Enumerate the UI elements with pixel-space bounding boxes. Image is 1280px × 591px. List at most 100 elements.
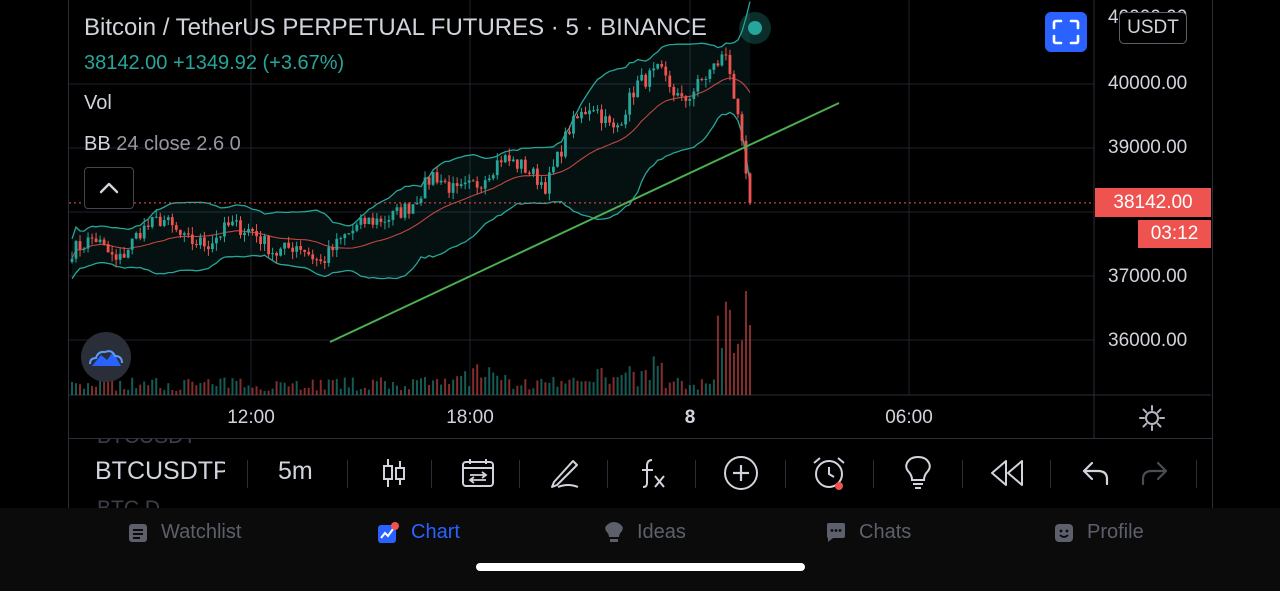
tab-watchlist[interactable]: Watchlist <box>127 521 241 544</box>
interval-selector[interactable]: 5m <box>278 457 313 485</box>
candle-body <box>471 180 475 182</box>
candle-body <box>271 253 274 255</box>
volume-bar <box>399 390 402 395</box>
profile-icon <box>1053 522 1075 544</box>
volume-bar <box>283 382 286 395</box>
candle-body <box>459 184 463 187</box>
candle-body <box>535 168 539 185</box>
candle-body <box>355 224 359 231</box>
volume-bar <box>640 370 643 395</box>
volume-legend[interactable]: Vol <box>84 92 112 114</box>
tradingview-logo[interactable] <box>81 332 131 382</box>
tab-label: Chart <box>411 521 460 543</box>
candle-body <box>102 239 106 245</box>
candle-body <box>118 253 122 260</box>
volume-bar <box>147 385 150 395</box>
tab-ideas[interactable]: Ideas <box>603 521 686 544</box>
toolbar-divider <box>1050 460 1051 488</box>
draw-icon <box>551 460 579 488</box>
volume-bar <box>295 381 298 395</box>
volume-bar <box>512 388 515 395</box>
alert-button[interactable] <box>810 454 848 492</box>
volume-bar <box>171 389 174 395</box>
collapse-legend-button[interactable] <box>84 167 134 209</box>
tab-chart[interactable]: Chart <box>377 521 460 544</box>
candle-body <box>560 151 563 157</box>
undo-button[interactable] <box>1077 454 1115 492</box>
volume-bar <box>700 379 703 395</box>
volume-bar <box>191 381 194 395</box>
currency-button[interactable]: USDT <box>1119 12 1187 44</box>
volume-bar <box>624 372 627 395</box>
candle-body <box>263 236 266 244</box>
candle-body <box>503 155 507 163</box>
volume-bar <box>395 385 398 395</box>
volume-bar <box>684 388 687 395</box>
candle-body <box>596 109 599 111</box>
chart-settings-button[interactable] <box>1139 405 1165 436</box>
bb-legend[interactable]: BB 24 close 2.6 0 <box>84 133 241 156</box>
volume-bar <box>207 379 210 395</box>
tab-profile[interactable]: Profile <box>1053 521 1144 544</box>
volume-bar <box>749 325 751 395</box>
date-range-button[interactable] <box>459 454 497 492</box>
volume-bar <box>508 379 511 395</box>
volume-bar <box>223 377 226 395</box>
price-label: 40000.00 <box>1108 73 1188 94</box>
volume-bar <box>444 378 447 395</box>
volume-bar <box>259 389 262 395</box>
volume-bar <box>484 376 487 395</box>
candle-body <box>556 151 559 167</box>
candle-body <box>580 111 583 119</box>
ideas-button[interactable] <box>899 454 937 492</box>
candle-body <box>182 233 186 235</box>
volume-bar <box>379 377 382 395</box>
volume-bar <box>432 380 435 395</box>
price-label: 37000.00 <box>1108 266 1188 287</box>
replay-button[interactable] <box>988 454 1026 492</box>
price-chart[interactable] <box>0 0 1211 438</box>
volume-bar <box>143 381 146 395</box>
volume-bar <box>151 379 154 395</box>
chart-area[interactable] <box>68 0 1213 438</box>
drawing-tools-button[interactable] <box>546 454 584 492</box>
volume-bar <box>243 387 246 395</box>
candle-body <box>134 233 138 239</box>
redo-button[interactable] <box>1135 454 1173 492</box>
volume-bar <box>580 381 583 395</box>
candle-body <box>299 246 303 250</box>
toolbar-divider <box>607 460 608 488</box>
volume-bar <box>680 380 683 395</box>
candle-body <box>515 159 519 169</box>
volume-bar <box>480 377 483 395</box>
volume-bar <box>155 378 158 395</box>
volume-bar <box>199 383 202 395</box>
candle-body <box>451 183 455 193</box>
tab-chats[interactable]: Chats <box>825 521 911 544</box>
market-status-dot[interactable] <box>739 12 771 44</box>
candle-body <box>628 92 632 115</box>
candle-body <box>315 259 319 261</box>
candle-body <box>636 80 640 98</box>
volume-bar <box>612 377 615 395</box>
symbol-title[interactable]: Bitcoin / TetherUS PERPETUAL FUTURES · 5… <box>84 14 707 41</box>
volume-bar <box>492 372 495 395</box>
volume-bar <box>139 384 142 395</box>
candle-body <box>198 237 202 246</box>
volume-bar <box>71 381 73 395</box>
redo-icon <box>1141 461 1168 486</box>
volume-bar <box>672 381 675 395</box>
fullscreen-button[interactable] <box>1045 12 1087 52</box>
volume-bar <box>387 388 390 395</box>
candle-body <box>447 181 451 193</box>
symbol-selector[interactable]: BTCUSDTPERP <box>95 457 225 485</box>
candle-body <box>178 229 182 235</box>
add-button[interactable] <box>722 454 760 492</box>
candle-body <box>531 168 535 174</box>
volume-bar <box>167 383 170 395</box>
volume-bar <box>79 384 82 395</box>
volume-bar <box>528 389 531 395</box>
chart-type-button[interactable] <box>375 454 413 492</box>
volume-bar <box>251 387 254 395</box>
indicators-button[interactable] <box>634 454 672 492</box>
